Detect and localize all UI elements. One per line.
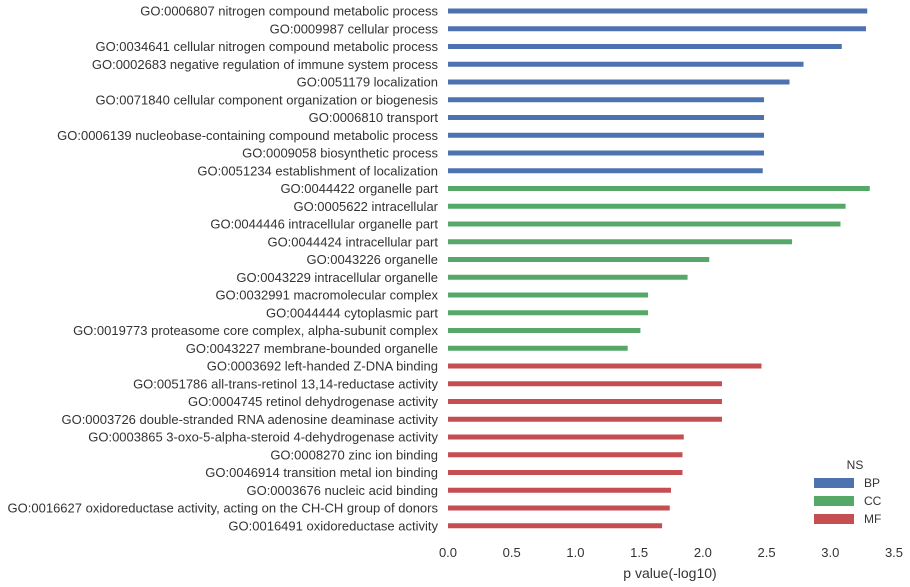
category-label: GO:0044424 intracellular part (267, 234, 438, 249)
bar-mf-23 (448, 416, 722, 422)
category-label: GO:0016491 oxidoreductase activity (228, 518, 438, 533)
bars-layer (448, 8, 870, 529)
x-tick-label: 1.0 (566, 545, 584, 560)
category-label: GO:0016627 oxidoreductase activity, acti… (8, 501, 439, 516)
bar-bp-6 (448, 115, 765, 120)
category-label: GO:0071840 cellular component organizati… (95, 92, 438, 107)
category-label: GO:0043226 organelle (306, 252, 438, 267)
legend-swatch-cc (814, 496, 854, 506)
category-labels: GO:0006807 nitrogen compound metabolic p… (8, 4, 439, 534)
bar-cc-11 (448, 203, 846, 209)
legend-label-mf: MF (864, 512, 881, 526)
bar-mf-25 (448, 452, 683, 458)
bar-cc-13 (448, 239, 793, 245)
bar-mf-26 (448, 470, 683, 475)
category-label: GO:0034641 cellular nitrogen compound me… (95, 39, 438, 54)
bar-bp-4 (448, 79, 790, 85)
x-tick-label: 2.0 (694, 545, 712, 560)
x-axis-title: p value(-log10) (623, 565, 716, 581)
x-tick-label: 2.5 (758, 545, 776, 560)
x-tick-label: 3.5 (885, 545, 903, 560)
bar-cc-18 (448, 328, 641, 333)
bar-cc-10 (448, 186, 870, 191)
category-label: GO:0043229 intracellular organelle (236, 270, 438, 285)
bar-cc-17 (448, 310, 649, 316)
category-label: GO:0005622 intracellular (293, 199, 438, 214)
bar-mf-21 (448, 381, 722, 387)
bar-cc-19 (448, 345, 628, 351)
category-label: GO:0051234 establishment of localization (197, 163, 438, 178)
category-label: GO:0044446 intracellular organelle part (210, 217, 438, 232)
category-label: GO:0003676 nucleic acid binding (246, 483, 438, 498)
bar-mf-24 (448, 434, 684, 440)
legend: NS BP CC MF (814, 458, 882, 526)
category-label: GO:0003865 3-oxo-5-alpha-steroid 4-dehyd… (88, 430, 438, 445)
category-label: GO:0032991 macromolecular complex (215, 288, 438, 303)
bar-bp-0 (448, 8, 868, 14)
x-axis: 0.0 0.5 1.0 1.5 2.0 2.5 3.0 3.5 (439, 545, 903, 560)
x-tick-label: 0.5 (503, 545, 521, 560)
legend-label-cc: CC (864, 494, 882, 508)
bar-bp-5 (448, 97, 765, 103)
legend-title: NS (847, 458, 864, 472)
category-label: GO:0044422 organelle part (280, 181, 438, 196)
category-label: GO:0003726 double-stranded RNA adenosine… (61, 412, 438, 427)
bar-mf-22 (448, 399, 722, 404)
category-label: GO:0051786 all-trans-retinol 13,14-reduc… (133, 376, 438, 391)
bar-bp-8 (448, 150, 765, 156)
x-tick-label: 0.0 (439, 545, 457, 560)
bar-cc-14 (448, 257, 710, 262)
category-label: GO:0003692 left-handed Z-DNA binding (207, 359, 438, 374)
bar-cc-16 (448, 292, 649, 298)
bar-mf-28 (448, 505, 670, 511)
x-tick-label: 3.0 (821, 545, 839, 560)
category-label: GO:0002683 negative regulation of immune… (92, 57, 439, 72)
category-label: GO:0006810 transport (309, 110, 439, 125)
category-label: GO:0006807 nitrogen compound metabolic p… (140, 4, 438, 19)
category-label: GO:0044444 cytoplasmic part (266, 305, 438, 320)
category-label: GO:0008270 zinc ion binding (270, 447, 438, 462)
legend-swatch-bp (814, 478, 854, 488)
bar-bp-7 (448, 132, 765, 138)
bar-bp-1 (448, 26, 866, 32)
bar-bp-3 (448, 61, 804, 67)
category-label: GO:0004745 retinol dehydrogenase activit… (188, 394, 439, 409)
bar-bp-9 (448, 168, 763, 174)
bar-bp-2 (448, 44, 842, 49)
legend-label-bp: BP (864, 476, 880, 490)
bar-mf-20 (448, 363, 762, 369)
bar-mf-29 (448, 523, 663, 529)
bar-cc-12 (448, 221, 841, 227)
bar-mf-27 (448, 487, 671, 493)
legend-swatch-mf (814, 514, 854, 524)
category-label: GO:0009058 biosynthetic process (242, 146, 438, 161)
category-label: GO:0009987 cellular process (270, 21, 439, 36)
x-tick-label: 1.5 (630, 545, 648, 560)
category-label: GO:0051179 localization (297, 75, 438, 90)
category-label: GO:0006139 nucleobase-containing compoun… (57, 128, 438, 143)
category-label: GO:0043227 membrane-bounded organelle (186, 341, 438, 356)
bar-cc-15 (448, 274, 688, 280)
category-label: GO:0046914 transition metal ion binding (205, 465, 438, 480)
category-label: GO:0019773 proteasome core complex, alph… (73, 323, 438, 338)
